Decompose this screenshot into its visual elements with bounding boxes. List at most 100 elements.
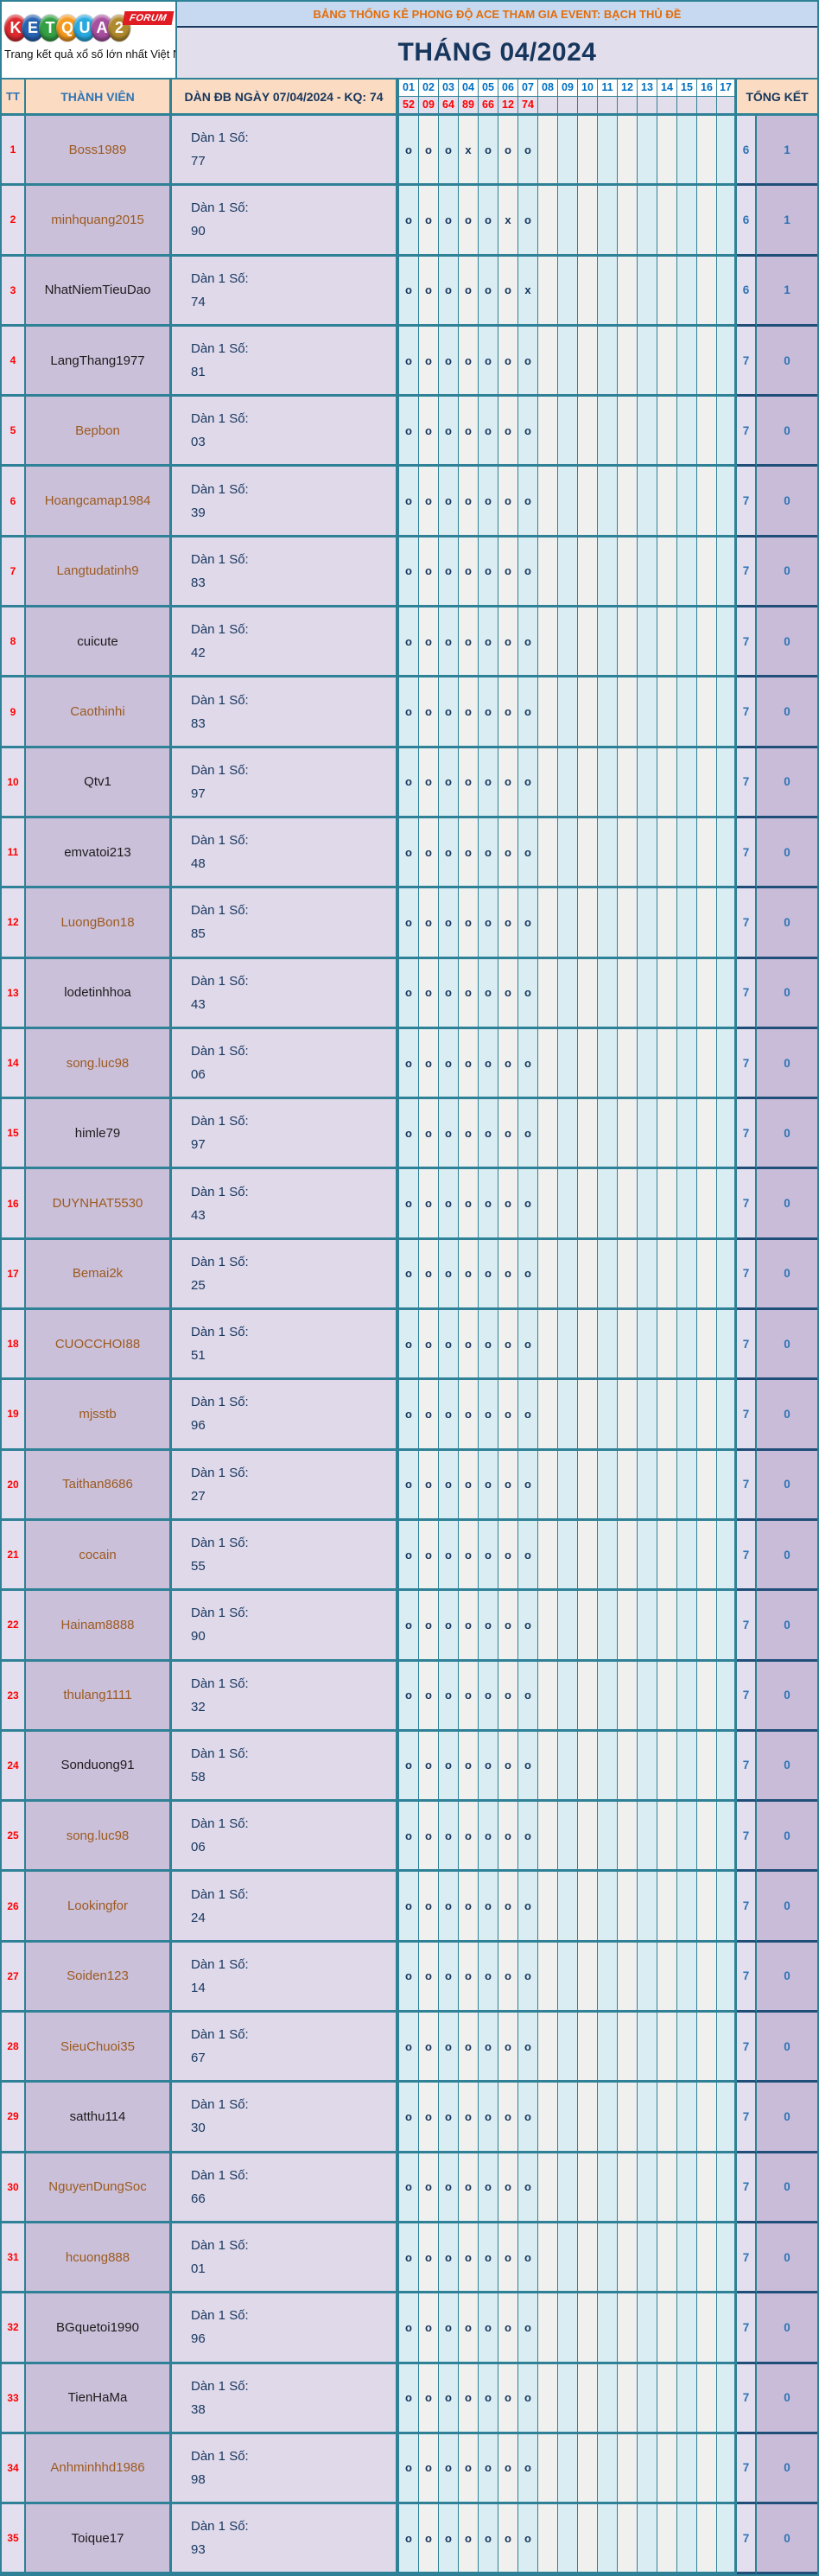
mark-cell: o <box>479 186 498 257</box>
mark-cell <box>618 817 638 889</box>
mark-cell <box>677 1239 697 1311</box>
total-wins-value: 0 <box>757 1942 817 2013</box>
member-name: cuicute <box>26 607 172 678</box>
dan-value: 42 <box>191 646 206 661</box>
mark-cell <box>598 2083 618 2153</box>
mark-cell <box>657 1872 677 1943</box>
mark-cell <box>657 1731 677 1803</box>
dan-value: 01 <box>191 2261 206 2277</box>
mark-cell: o <box>439 1942 459 2013</box>
mark-cell <box>677 1661 697 1732</box>
table-row: 14 song.luc98 Dàn 1 Số: 06 o o o o o o o 7 0 <box>2 1028 817 1100</box>
total-days-value: 7 <box>737 2433 757 2505</box>
total-wins-value: 0 <box>757 1661 817 1732</box>
mark-cell <box>578 1239 598 1311</box>
mark-cell: o <box>518 1028 538 1100</box>
mark-cell <box>638 1942 657 2013</box>
table-row: 5 Bepbon Dàn 1 Số: 03 o o o o o o o 7 0 <box>2 397 817 467</box>
dan-value: 48 <box>191 856 206 872</box>
mark-cell: o <box>459 2433 479 2505</box>
mark-cell <box>657 1169 677 1240</box>
total-wins-value: 0 <box>757 1872 817 1943</box>
mark-cell: o <box>518 1942 538 2013</box>
mark-cell <box>657 1099 677 1170</box>
total-days-value: 7 <box>737 2153 757 2223</box>
dan-cell: Dàn 1 Số: 38 <box>172 2363 399 2434</box>
mark-cell <box>657 1942 677 2013</box>
mark-cell: o <box>419 1802 439 1873</box>
mark-cell: o <box>439 1239 459 1311</box>
mark-cell <box>618 1520 638 1592</box>
mark-cell <box>578 1310 598 1381</box>
dan-cell: Dàn 1 Số: 58 <box>172 1731 399 1803</box>
dan-label: Dàn 1 Số: <box>191 2027 249 2043</box>
dan-value: 39 <box>191 505 206 520</box>
member-name: DUYNHAT5530 <box>26 1169 172 1240</box>
mark-cell <box>598 467 618 537</box>
dan-cell: Dàn 1 Số: 96 <box>172 1380 399 1451</box>
dan-value: 32 <box>191 1699 206 1714</box>
mark-cell: o <box>439 1099 459 1170</box>
dan-cell: Dàn 1 Số: 81 <box>172 326 399 398</box>
member-name: thulang1111 <box>26 1661 172 1732</box>
mark-cell <box>697 958 717 1029</box>
mark-cell <box>578 256 598 327</box>
dan-label: Dàn 1 Số: <box>191 833 249 849</box>
mark-cell <box>677 1028 697 1100</box>
mark-cell <box>697 537 717 608</box>
mark-cell <box>697 1942 717 2013</box>
dan-label: Dàn 1 Số: <box>191 1676 249 1691</box>
mark-cell: o <box>419 888 439 959</box>
header-total: TỔNG KẾT <box>737 80 817 113</box>
mark-cell <box>598 2504 618 2575</box>
mark-cell: o <box>479 1169 498 1240</box>
mark-cell: o <box>459 1380 479 1451</box>
mark-cell <box>618 958 638 1029</box>
mark-cell: o <box>459 2223 479 2294</box>
member-name: cocain <box>26 1520 172 1592</box>
total-wins-value: 0 <box>757 2504 817 2575</box>
mark-cell <box>578 1169 598 1240</box>
member-name: Toique17 <box>26 2504 172 2575</box>
member-name: Hainam8888 <box>26 1591 172 1662</box>
mark-cell <box>638 537 657 608</box>
member-name: Bepbon <box>26 397 172 467</box>
mark-cell <box>697 817 717 889</box>
dan-value: 55 <box>191 1559 206 1574</box>
row-number: 14 <box>2 1028 26 1100</box>
row-number: 9 <box>2 677 26 748</box>
total-days-value: 6 <box>737 116 757 187</box>
mark-cell: o <box>399 1310 419 1381</box>
mark-cell <box>578 186 598 257</box>
mark-cell: o <box>419 747 439 818</box>
dan-label: Dàn 1 Số: <box>191 1956 249 1972</box>
mark-cell: o <box>479 2083 498 2153</box>
total-days-value: 6 <box>737 186 757 257</box>
mark-cell <box>598 958 618 1029</box>
mark-cell <box>677 1731 697 1803</box>
total-wins-value: 0 <box>757 2013 817 2083</box>
mark-cell <box>697 1310 717 1381</box>
row-number: 10 <box>2 747 26 818</box>
mark-cell <box>657 958 677 1029</box>
table-row: 2 minhquang2015 Dàn 1 Số: 90 o o o o o x o 6 1 <box>2 186 817 257</box>
day-number-header: 04 <box>459 80 479 97</box>
row-number: 20 <box>2 1450 26 1521</box>
mark-cell <box>638 817 657 889</box>
mark-cell: o <box>439 1380 459 1451</box>
day-result-value: 89 <box>459 96 479 113</box>
mark-cell: o <box>479 958 498 1029</box>
mark-cell <box>697 467 717 537</box>
mark-cell <box>697 256 717 327</box>
mark-cell <box>558 677 578 748</box>
mark-cell <box>618 2363 638 2434</box>
mark-cell <box>578 1872 598 1943</box>
mark-cell: o <box>399 537 419 608</box>
mark-cell: o <box>439 1450 459 1521</box>
dan-label: Dàn 1 Số: <box>191 2519 249 2535</box>
mark-cell: o <box>419 116 439 187</box>
mark-cell <box>717 888 737 959</box>
mark-cell <box>717 1942 737 2013</box>
mark-cell: o <box>399 1872 419 1943</box>
